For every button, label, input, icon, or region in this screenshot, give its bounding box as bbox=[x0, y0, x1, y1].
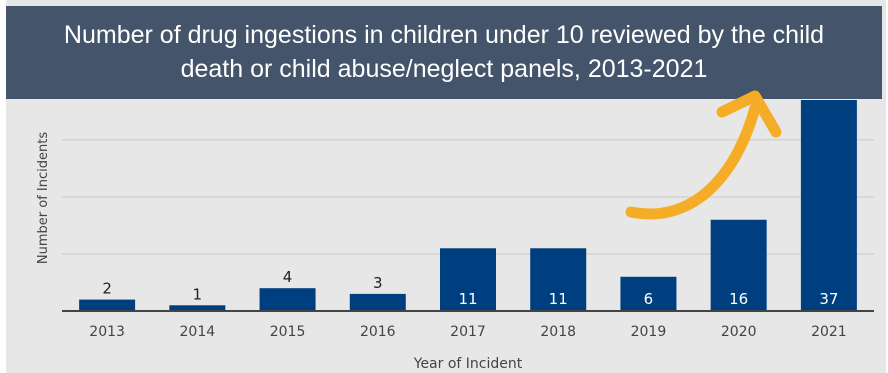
chart-title-banner: Number of drug ingestions in children un… bbox=[6, 6, 882, 99]
chart-title: Number of drug ingestions in children un… bbox=[63, 21, 825, 83]
